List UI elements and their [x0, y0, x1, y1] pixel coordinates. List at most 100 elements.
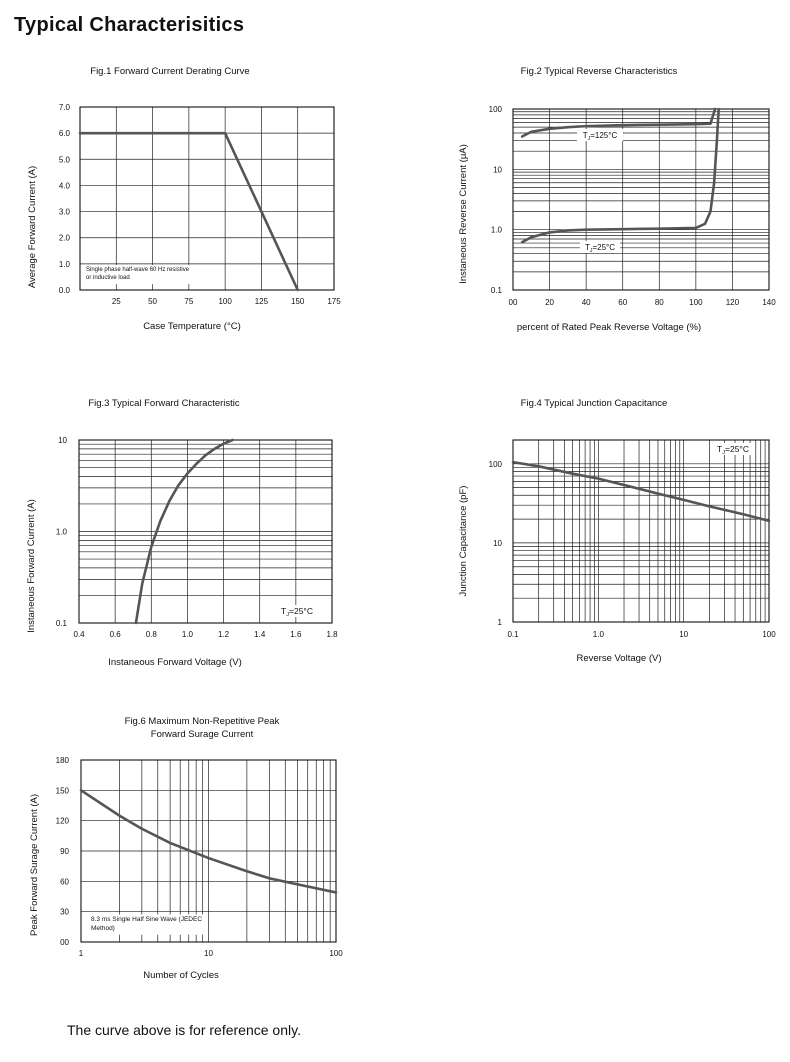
fig6-x-tick-label: 10 [204, 949, 213, 958]
fig4-x-tick-label: 0.1 [507, 630, 519, 639]
fig2-x-tick-label: 120 [726, 298, 740, 307]
fig6-x-axis-label: Number of Cycles [143, 970, 219, 981]
fig1-y-tick-label: 6.0 [59, 129, 71, 138]
fig4-annotation-bg [711, 443, 755, 455]
fig1-annotation: or inductive load [86, 275, 130, 281]
fig4-x-axis-label: Reverse Voltage (V) [576, 653, 661, 664]
fig2-series-line-0 [520, 107, 717, 138]
fig4-x-tick-label: 100 [762, 630, 776, 639]
fig2-curve-label: TJ=125°C [583, 131, 618, 142]
fig1-title: Fig.1 Forward Current Derating Curve [90, 66, 249, 77]
fig1-x-tick-label: 25 [112, 297, 121, 306]
fig4-y-axis-label: Junction Capacitance (pF) [458, 486, 469, 597]
fig3-y-axis-label: Instaneous Forward Current (A) [26, 499, 37, 633]
fig3-annotation: TJ=25°C [281, 606, 313, 618]
fig4-x-tick-label: 1.0 [593, 630, 605, 639]
fig6-annotation-bg [89, 914, 207, 935]
fig6-series-line-0 [79, 789, 338, 894]
fig2-y-tick-label: 1.0 [491, 226, 503, 235]
fig2-x-tick-label: 140 [762, 298, 776, 307]
fig6-y-tick-label: 180 [56, 756, 70, 765]
fig6-annotation: 8.3 ms Single Half Sine Wave (JEDEC [91, 916, 202, 923]
fig2-x-tick-label: 60 [618, 298, 627, 307]
fig2-x-tick-label: 00 [509, 298, 518, 307]
fig4-y-tick-label: 100 [489, 460, 503, 469]
fig4-series-line-0 [511, 460, 771, 523]
fig3-group: 0.1 1.0 10 0.4 0.6 0.8 1.0 1.2 1.4 1.6 1.8 Fig.3 Ty… [26, 398, 338, 668]
fig1-x-tick-label: 125 [255, 297, 269, 306]
page-title: Typical Characterisitics [14, 14, 245, 36]
fig6-title: Fig.6 Maximum Non-Repetitive Peak [125, 716, 280, 727]
fig3-x-tick-label: 1.0 [182, 630, 194, 639]
fig6-x-tick-label: 1 [79, 949, 84, 958]
fig1-y-tick-label: 0.0 [59, 286, 71, 295]
fig2-group: 0.1 1.0 10 100 00 20 40 60 80 100 120 140 Fig.2 Typi… [458, 66, 776, 333]
fig3-plot-frame [78, 439, 333, 624]
fig2-grid [513, 109, 769, 290]
fig3-grid [79, 440, 332, 623]
fig2-y-tick-label: 10 [493, 165, 502, 174]
fig6-y-tick-label: 00 [60, 938, 69, 947]
fig2-x-tick-label: 20 [545, 298, 554, 307]
fig2-y-tick-label: 0.1 [491, 286, 503, 295]
fig1-y-tick-label: 5.0 [59, 155, 71, 164]
fig3-y-tick-label: 10 [58, 436, 67, 445]
fig4-y-tick-label: 1 [498, 618, 503, 627]
fig3-x-tick-label: 1.8 [326, 630, 338, 639]
fig3-x-tick-label: 0.4 [73, 630, 85, 639]
fig1-series-line-0 [78, 131, 300, 292]
fig4-title: Fig.4 Typical Junction Capacitance [521, 398, 668, 409]
fig3-annotation-bg [275, 605, 319, 617]
fig1-x-tick-label: 100 [218, 297, 232, 306]
footer-note: The curve above is for reference only. [67, 1022, 301, 1038]
fig2-curve-label-bg [580, 241, 620, 253]
fig1-x-axis-label: Case Temperature (°C) [143, 321, 241, 332]
fig1-y-axis-label: Average Forward Current (A) [27, 166, 38, 288]
fig4-group: 1 10 100 0.1 1.0 10 100 Fig.4 Typical Junction … [458, 398, 776, 664]
fig2-curve-label: TJ=25°C [585, 243, 615, 254]
fig4-x-tick-label: 10 [679, 630, 688, 639]
fig6-subtitle: Forward Surage Current [151, 729, 254, 740]
fig6-y-tick-label: 120 [56, 817, 70, 826]
fig1-y-tick-label: 2.0 [59, 234, 71, 243]
fig2-series-line-1 [520, 107, 721, 244]
fig1-y-tick-label: 3.0 [59, 208, 71, 217]
fig3-y-tick-label: 1.0 [56, 528, 68, 537]
fig1-x-tick-label: 150 [291, 297, 305, 306]
fig1-annotation-bg [84, 265, 202, 285]
fig1-y-tick-label: 4.0 [59, 181, 71, 190]
fig2-curve-label-bg [577, 129, 623, 141]
fig3-x-tick-label: 0.8 [146, 630, 158, 639]
fig3-x-tick-label: 1.4 [254, 630, 266, 639]
fig6-annotation: Method) [91, 925, 115, 932]
fig3-x-tick-label: 0.6 [110, 630, 122, 639]
fig1-x-tick-label: 175 [327, 297, 341, 306]
fig2-x-tick-label: 100 [689, 298, 703, 307]
fig1-plot-frame [79, 106, 335, 291]
fig6-grid [81, 760, 336, 942]
fig3-series-line-0 [134, 438, 234, 625]
fig1-y-tick-label: 1.0 [59, 260, 71, 269]
fig3-title: Fig.3 Typical Forward Characteristic [88, 398, 240, 409]
fig2-x-axis-label: percent of Rated Peak Reverse Voltage (%… [517, 322, 701, 333]
fig2-x-tick-label: 40 [582, 298, 591, 307]
fig6-y-axis-label: Peak Forward Surage Current (A) [29, 794, 40, 936]
fig2-y-tick-label: 100 [489, 105, 503, 114]
fig4-annotation: TJ=25°C [717, 444, 749, 456]
fig1-x-tick-label: 75 [184, 297, 193, 306]
fig2-plot-frame [512, 108, 770, 291]
fig3-y-tick-label: 0.1 [56, 619, 68, 628]
fig2-title: Fig.2 Typical Reverse Characteristics [521, 66, 678, 77]
fig1-grid [80, 107, 334, 290]
fig1-y-tick-label: 7.0 [59, 103, 71, 112]
fig6-group: 00 30 60 90 120 150 180 1 10 100 Fig.6 Maximum Non… [29, 716, 343, 981]
fig6-y-tick-label: 90 [60, 847, 69, 856]
fig4-plot-frame [512, 439, 770, 623]
fig3-x-axis-label: Instaneous Forward Voltage (V) [108, 657, 242, 668]
fig4-y-tick-label: 10 [493, 539, 502, 548]
